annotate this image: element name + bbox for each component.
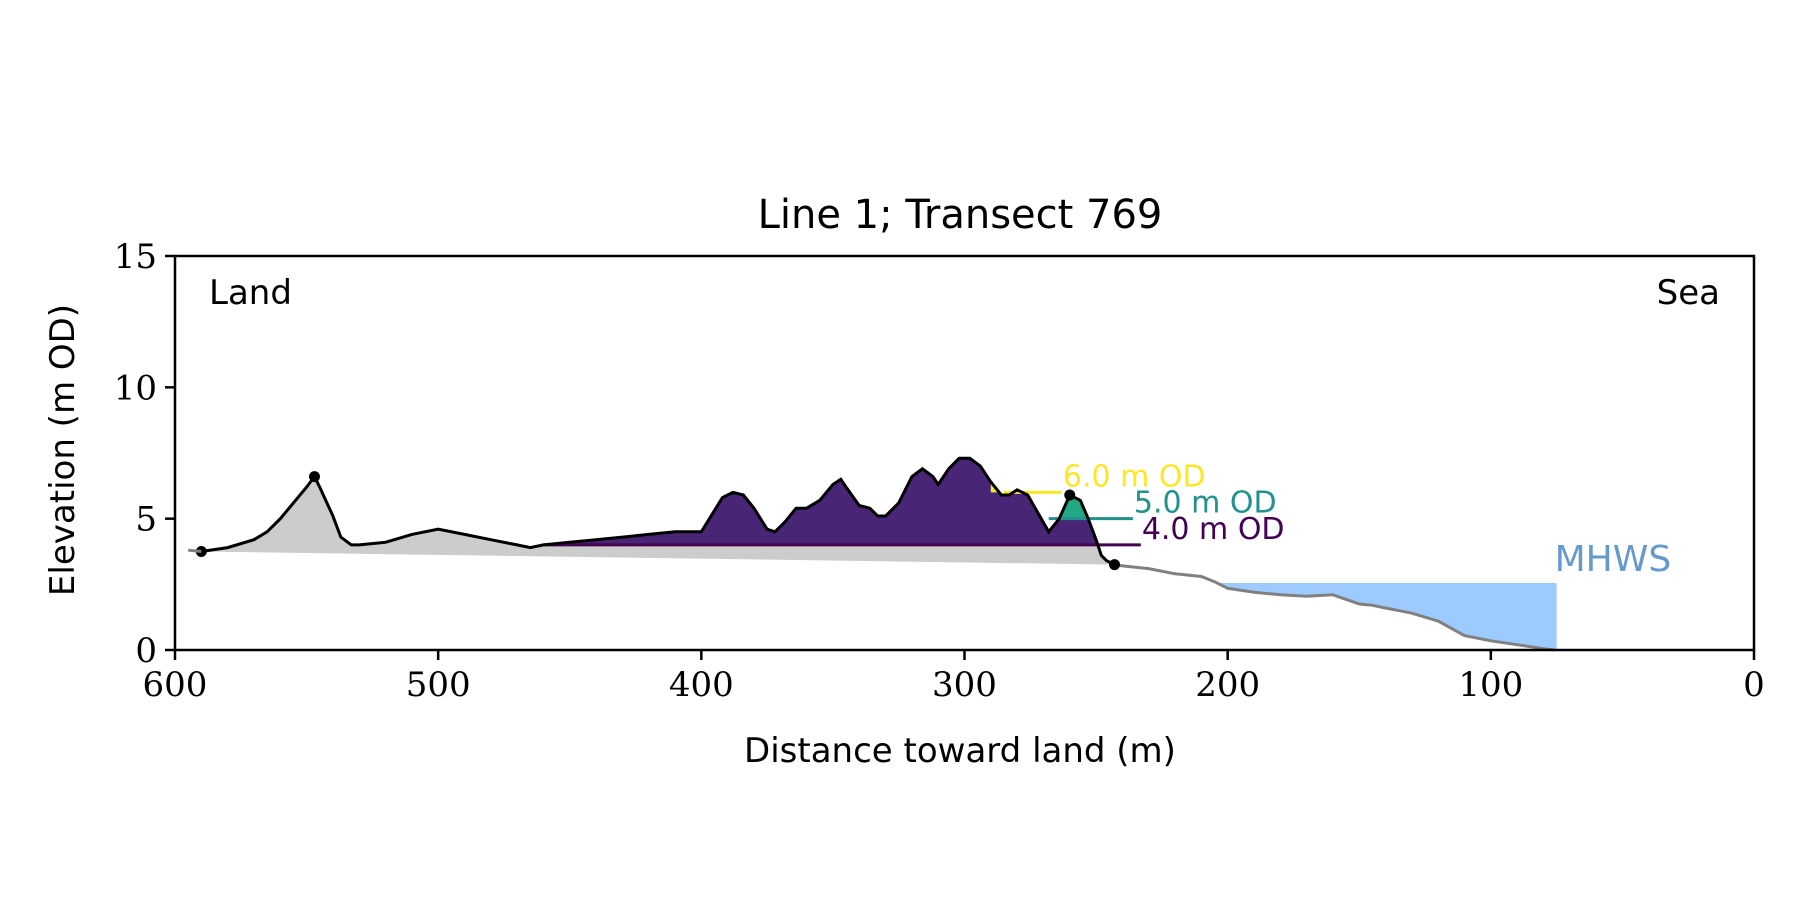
od-label-5m: 5.0 m OD [1134,486,1277,521]
land-label: Land [209,273,292,313]
x-tick-label: 200 [1195,665,1260,705]
mhws-label: MHWS [1555,539,1672,580]
od-label-4m: 4.0 m OD [1142,512,1285,547]
od-label-6m: 6.0 m OD [1063,459,1206,494]
key-point-4 [1109,559,1121,571]
x-tick-label: 300 [932,665,997,705]
y-tick-label: 10 [114,368,157,408]
profile-line-seaward [1114,563,1555,652]
x-tick-label: 600 [143,665,208,705]
profile-line-landward-stub [188,548,202,553]
x-tick-label: 400 [669,665,734,705]
chart-title: Line 1; Transect 769 [758,192,1163,238]
plot-area: 6.0 m OD5.0 m OD4.0 m OD MHWS [188,456,1672,652]
y-axis-label: Elevation (m OD) [43,304,83,596]
key-point-2 [308,471,320,483]
y-tick-label: 0 [135,631,157,671]
x-axis-label: Distance toward land (m) [744,731,1176,771]
key-point-3 [1064,489,1076,501]
y-tick-label: 15 [114,237,157,277]
mhws-water-area [1218,583,1557,650]
profile-line-landward [201,456,1116,566]
x-tick-label: 0 [1743,665,1765,705]
od-level-labels: 6.0 m OD5.0 m OD4.0 m OD [1063,459,1285,547]
x-axis-ticks: 600 500 400 300 200 100 0 [143,650,1765,705]
y-axis-ticks: 0 5 10 15 [114,237,175,671]
sea-label: Sea [1657,273,1720,313]
y-tick-label: 5 [135,500,157,540]
volume-above-4m-area [544,458,1098,545]
key-points [195,471,1121,571]
x-tick-label: 100 [1458,665,1523,705]
x-tick-label: 500 [406,665,471,705]
